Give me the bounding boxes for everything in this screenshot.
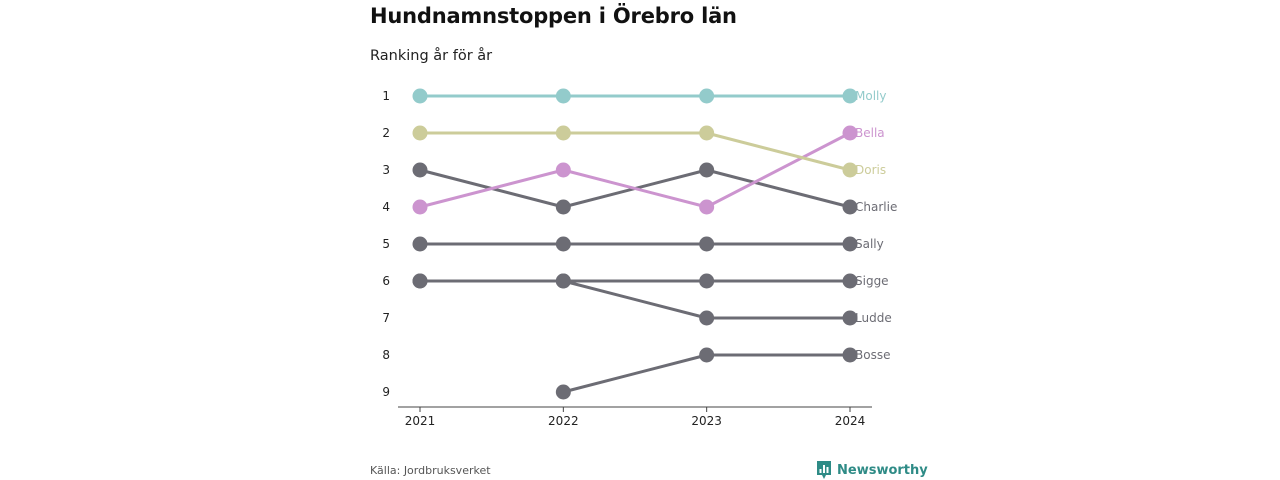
- data-point-charlie: [412, 162, 428, 178]
- data-point-bella: [412, 199, 428, 215]
- data-point-bosse: [699, 347, 715, 363]
- series-line-ludde: [420, 279, 850, 320]
- y-axis: 1 2 3 4 5 6 7 8 9: [382, 89, 390, 399]
- data-point-ludde: [555, 273, 571, 289]
- series-doris: Doris: [412, 125, 886, 178]
- data-point-bella: [555, 162, 571, 178]
- source-note: Källa: Jordbruksverket: [370, 464, 491, 477]
- data-point-sally: [842, 236, 858, 252]
- chart-subtitle: Ranking år för år: [370, 48, 493, 64]
- x-tick-label: 2024: [835, 414, 866, 428]
- brand-name: Newsworthy: [837, 462, 928, 478]
- data-point-sally: [555, 236, 571, 252]
- series-charlie: Charlie: [412, 162, 897, 215]
- x-tick-label: 2021: [405, 414, 436, 428]
- series-bosse: Bosse: [555, 347, 890, 400]
- series-label-doris: Doris: [855, 163, 886, 177]
- x-tick-label: 2022: [548, 414, 579, 428]
- data-point-doris: [699, 125, 715, 141]
- data-point-charlie: [555, 199, 571, 215]
- series-label-bosse: Bosse: [855, 348, 890, 362]
- data-point-ludde: [412, 273, 428, 289]
- series-group-highlighted: Molly Bella Doris: [412, 88, 886, 215]
- data-point-charlie: [842, 199, 858, 215]
- data-point-sally: [699, 236, 715, 252]
- series-label-charlie: Charlie: [855, 200, 897, 214]
- data-point-charlie: [699, 162, 715, 178]
- data-point-sigge: [699, 273, 715, 289]
- series-label-sally: Sally: [855, 237, 884, 251]
- data-point-ludde: [699, 310, 715, 326]
- data-point-ludde: [842, 310, 858, 326]
- y-tick-label: 2: [382, 126, 390, 140]
- data-point-molly: [842, 88, 858, 104]
- series-ludde: Ludde: [412, 273, 892, 326]
- y-tick-label: 5: [382, 237, 390, 251]
- series-sally: Sally: [412, 236, 884, 252]
- y-tick-label: 8: [382, 348, 390, 362]
- series-label-bella: Bella: [855, 126, 885, 140]
- data-point-bella: [699, 199, 715, 215]
- y-tick-label: 7: [382, 311, 390, 325]
- x-tick-label: 2023: [691, 414, 722, 428]
- series-line-doris: [420, 131, 851, 172]
- data-point-molly: [699, 88, 715, 104]
- y-tick-label: 4: [382, 200, 390, 214]
- brand-logo[interactable]: Newsworthy: [816, 460, 928, 480]
- y-tick-label: 3: [382, 163, 390, 177]
- data-point-doris: [412, 125, 428, 141]
- series-label-sigge: Sigge: [855, 274, 889, 288]
- data-point-molly: [412, 88, 428, 104]
- y-tick-label: 6: [382, 274, 390, 288]
- x-axis: 2021 2022 2023 2024: [405, 407, 866, 428]
- data-point-doris: [842, 162, 858, 178]
- data-point-molly: [555, 88, 571, 104]
- data-point-bosse: [555, 384, 571, 400]
- series-group-gray: Charlie Sally Sigge Ludde Bosse: [412, 162, 897, 400]
- series-label-molly: Molly: [855, 89, 886, 103]
- chart-title: Hundnamnstoppen i Örebro län: [370, 4, 737, 28]
- data-point-bella: [842, 125, 858, 141]
- series-molly: Molly: [412, 88, 886, 104]
- y-tick-label: 1: [382, 89, 390, 103]
- series-bella: Bella: [412, 125, 885, 215]
- data-point-sally: [412, 236, 428, 252]
- series-label-ludde: Ludde: [855, 311, 892, 325]
- series-line-bella: [419, 131, 851, 209]
- data-point-doris: [555, 125, 571, 141]
- bar-chart-logo-icon: [817, 461, 831, 479]
- data-point-sigge: [842, 273, 858, 289]
- data-point-bosse: [842, 347, 858, 363]
- y-tick-label: 9: [382, 385, 390, 399]
